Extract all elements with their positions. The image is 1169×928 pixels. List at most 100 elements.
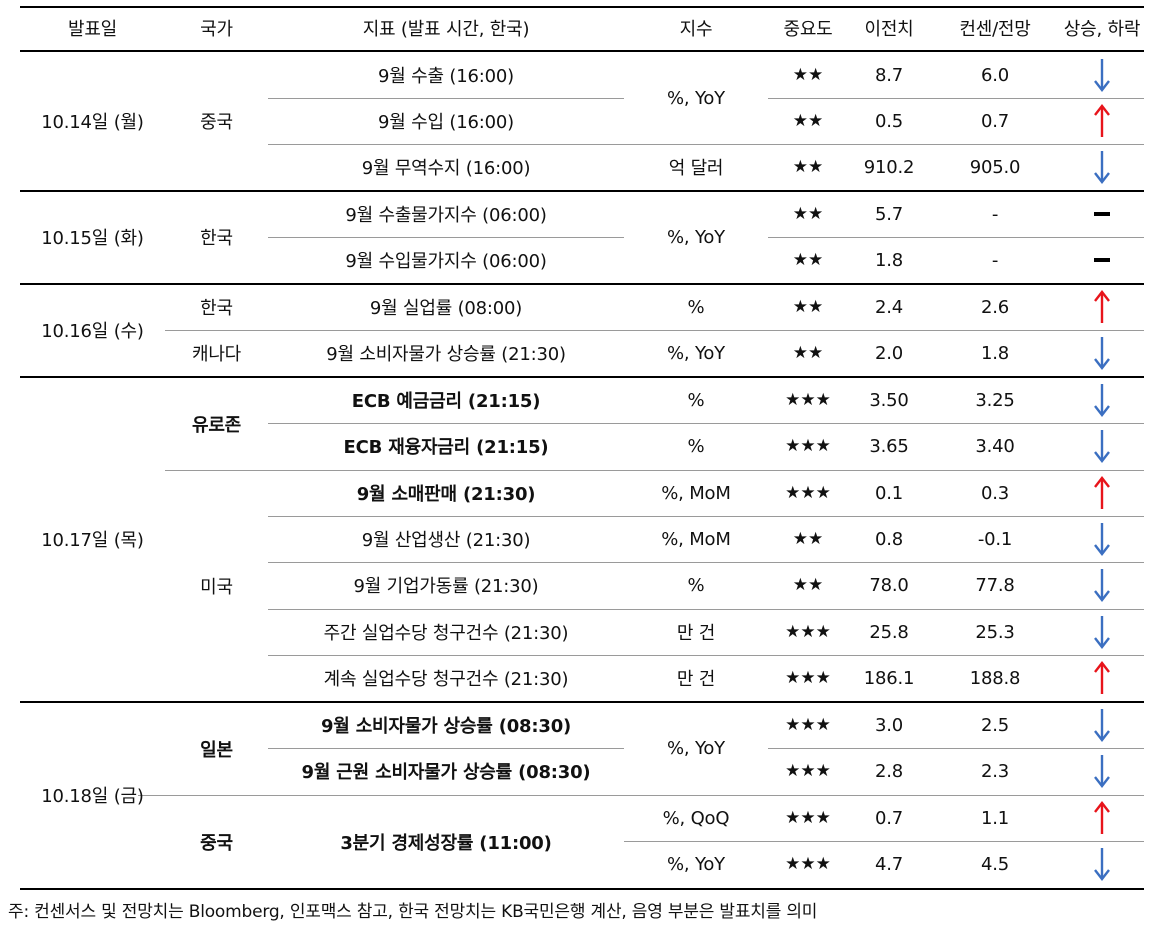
previous-value: 186.1 <box>863 667 915 689</box>
unit-cell: % <box>687 575 705 596</box>
unit-cell: 만 건 <box>676 623 716 644</box>
unit-cell: %, MoM <box>661 482 731 504</box>
previous-value: 2.4 <box>874 296 904 318</box>
country-cell: 캐나다 <box>191 344 242 365</box>
unit-cell: %, MoM <box>661 528 731 550</box>
row-divider <box>624 841 1144 842</box>
indicator-cell: 9월 근원 소비자물가 상승률 (08:30) <box>301 762 591 784</box>
indicator-cell: 9월 무역수지 (16:00) <box>361 158 531 180</box>
consensus-value: 1.8 <box>980 342 1010 364</box>
previous-value: 0.8 <box>874 528 904 550</box>
date-cell: 10.16일 (수) <box>41 321 144 342</box>
indicator-cell: 3분기 경제성장률 (11:00) <box>340 832 552 854</box>
previous-value: 0.1 <box>874 482 904 504</box>
consensus-value: 6.0 <box>980 64 1010 86</box>
previous-value: 2.8 <box>874 760 904 782</box>
country-cell: 한국 <box>200 228 233 249</box>
row-divider <box>268 748 624 749</box>
importance-stars: ★★★ <box>785 808 831 829</box>
unit-cell: % <box>687 436 705 457</box>
importance-stars: ★★★ <box>785 715 831 736</box>
row-divider <box>768 748 1144 749</box>
country-cell: 유로존 <box>191 414 242 436</box>
consensus-value: 0.3 <box>980 482 1010 504</box>
down-arrow-icon <box>1060 748 1144 795</box>
consensus-value: 1.1 <box>980 807 1010 829</box>
up-arrow-icon <box>1060 284 1144 331</box>
previous-value: 3.0 <box>874 714 904 736</box>
importance-stars: ★★★ <box>785 761 831 782</box>
indicator-cell: 9월 기업가동률 (21:30) <box>353 576 539 598</box>
unit-cell: %, YoY <box>667 738 725 759</box>
previous-value: 910.2 <box>863 156 915 178</box>
up-arrow-icon <box>1060 98 1144 145</box>
down-arrow-icon <box>1060 516 1144 563</box>
consensus-value: 188.8 <box>969 667 1021 689</box>
date-cell: 10.18일 (금) <box>41 786 144 807</box>
importance-stars: ★★★ <box>785 390 831 411</box>
indicator-cell: 9월 수출 (16:00) <box>378 66 514 88</box>
consensus-value: - <box>991 249 999 271</box>
date-group-rule <box>20 190 1144 192</box>
indicator-cell: ECB 재융자금리 (21:15) <box>343 437 549 459</box>
unit-cell: %, QoQ <box>662 807 730 829</box>
indicator-cell: 9월 수출물가지수 (06:00) <box>345 205 547 227</box>
consensus-value: 2.3 <box>980 760 1010 782</box>
importance-stars: ★★ <box>792 204 824 225</box>
up-arrow-icon <box>1060 470 1144 517</box>
country-cell: 중국 <box>200 112 233 133</box>
importance-stars: ★★★ <box>785 668 831 689</box>
importance-stars: ★★★ <box>785 622 831 643</box>
consensus-value: 2.5 <box>980 714 1010 736</box>
date-cell: 10.15일 (화) <box>41 228 144 249</box>
unit-cell: % <box>687 296 705 318</box>
row-divider <box>768 237 1144 238</box>
unit-cell: %, YoY <box>667 854 725 875</box>
importance-stars: ★★ <box>792 111 824 132</box>
importance-stars: ★★ <box>792 343 824 364</box>
dash-icon <box>1060 191 1144 238</box>
date-group-rule <box>20 701 1144 703</box>
unit-cell: %, YoY <box>667 226 725 248</box>
importance-stars: ★★ <box>792 529 824 550</box>
down-arrow-icon <box>1060 377 1144 424</box>
consensus-value: -0.1 <box>977 528 1013 550</box>
down-arrow-icon <box>1060 841 1144 888</box>
down-arrow-icon <box>1060 609 1144 656</box>
indicator-cell: 9월 수입 (16:00) <box>378 112 514 134</box>
country-cell: 일본 <box>200 739 233 761</box>
row-divider <box>268 516 1144 517</box>
importance-stars: ★★ <box>792 575 824 596</box>
row-divider <box>268 98 624 99</box>
country-cell: 미국 <box>200 576 233 598</box>
row-divider <box>268 609 1144 610</box>
indicator-cell: 주간 실업수당 청구건수 (21:30) <box>323 623 569 645</box>
importance-stars: ★★ <box>792 297 824 318</box>
importance-stars: ★★ <box>792 65 824 86</box>
up-arrow-icon <box>1060 655 1144 702</box>
previous-value: 25.8 <box>869 621 909 643</box>
down-arrow-icon <box>1060 562 1144 609</box>
previous-value: 0.5 <box>874 110 904 132</box>
indicator-cell: 9월 실업률 (08:00) <box>369 298 523 320</box>
consensus-value: 0.7 <box>980 110 1010 132</box>
previous-value: 8.7 <box>874 64 904 86</box>
unit-cell: % <box>687 389 705 411</box>
unit-cell: 만 건 <box>676 669 716 690</box>
previous-value: 78.0 <box>869 574 909 596</box>
table-bottom-rule <box>20 888 1144 890</box>
header-unit: 지수 <box>679 19 713 40</box>
consensus-value: 905.0 <box>969 156 1021 178</box>
importance-stars: ★★★ <box>785 854 831 875</box>
previous-value: 3.50 <box>869 389 909 411</box>
unit-cell: 억 달러 <box>668 158 724 179</box>
row-divider <box>138 795 1144 796</box>
indicator-cell: 9월 수입물가지수 (06:00) <box>345 251 547 273</box>
row-divider <box>768 98 1144 99</box>
consensus-value: 3.25 <box>975 389 1015 411</box>
unit-cell: %, YoY <box>667 87 725 109</box>
consensus-value: 4.5 <box>980 853 1010 875</box>
consensus-value: - <box>991 203 999 225</box>
date-group-rule <box>20 376 1144 378</box>
previous-value: 5.7 <box>874 203 904 225</box>
